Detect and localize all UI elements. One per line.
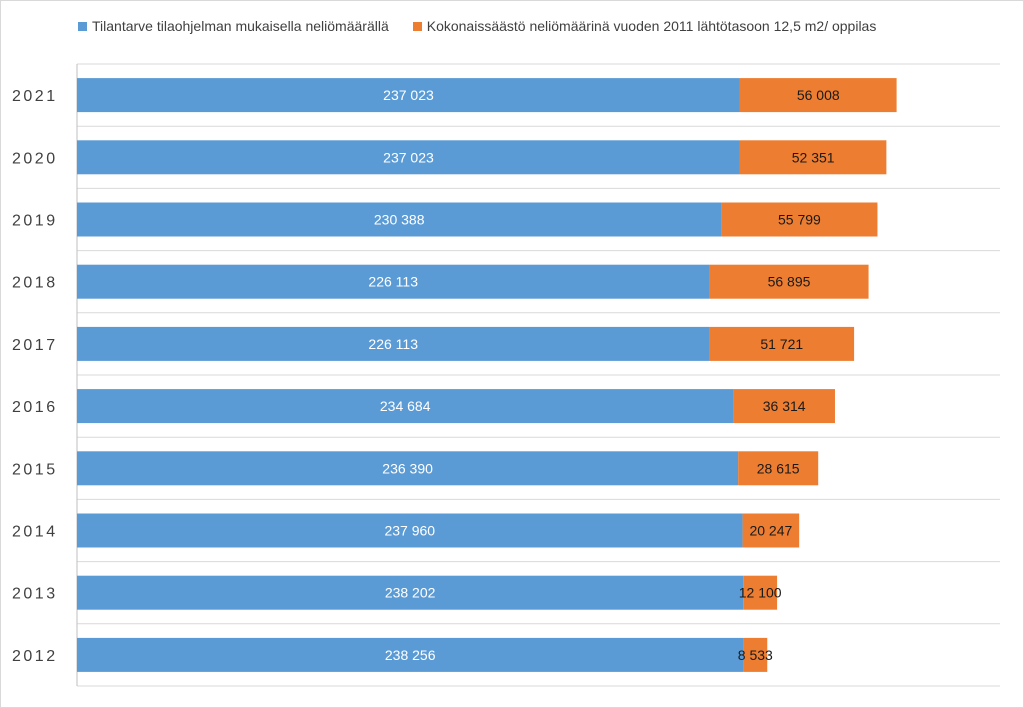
data-label-kokonaissaasto: 56 895 xyxy=(768,274,811,290)
bar-tilantarve xyxy=(77,264,710,299)
legend-swatch-kokonaissaasto xyxy=(412,21,422,31)
bar-tilantarve xyxy=(77,140,740,175)
data-label-tilantarve: 238 256 xyxy=(385,647,436,663)
y-tick-label: 2014 xyxy=(12,524,58,541)
bar-kokonaissaasto xyxy=(709,326,855,361)
y-tick-label: 2021 xyxy=(12,88,58,105)
y-tick-label: 2016 xyxy=(12,399,58,416)
bar-kokonaissaasto xyxy=(743,575,778,610)
y-tick-label: 2013 xyxy=(12,586,58,603)
bar-kokonaissaasto xyxy=(742,513,800,548)
bar-tilantarve xyxy=(77,513,743,548)
data-label-kokonaissaasto: 12 100 xyxy=(739,585,782,601)
data-label-tilantarve: 237 960 xyxy=(384,523,435,539)
y-tick-label: 2020 xyxy=(12,150,58,167)
y-tick-label: 2019 xyxy=(12,213,58,230)
data-label-kokonaissaasto: 56 008 xyxy=(797,87,840,103)
bar-tilantarve xyxy=(77,637,744,672)
bar-kokonaissaasto xyxy=(738,451,819,486)
legend-swatch-tilantarve xyxy=(78,21,87,31)
bar-tilantarve xyxy=(77,326,710,361)
data-label-kokonaissaasto: 8 533 xyxy=(738,647,773,663)
bar-tilantarve xyxy=(77,451,739,486)
data-label-kokonaissaasto: 28 615 xyxy=(757,460,800,476)
data-label-tilantarve: 237 023 xyxy=(383,149,434,165)
bar-kokonaissaasto xyxy=(739,140,887,175)
bar-kokonaissaasto xyxy=(743,637,768,672)
legend-item-kokonaissaasto: Kokonaissäästö neliömäärinä vuoden 2011 … xyxy=(412,18,877,34)
bar-kokonaissaasto xyxy=(739,78,897,113)
data-label-tilantarve: 238 202 xyxy=(385,585,436,601)
bar-kokonaissaasto xyxy=(709,264,869,299)
data-label-kokonaissaasto: 36 314 xyxy=(763,398,806,414)
legend: Tilantarve tilaohjelman mukaisella neliö… xyxy=(78,18,900,34)
data-label-kokonaissaasto: 51 721 xyxy=(760,336,803,352)
data-label-tilantarve: 226 113 xyxy=(368,336,418,352)
y-tick-label: 2017 xyxy=(12,337,58,354)
data-label-tilantarve: 234 684 xyxy=(380,398,431,414)
bar-tilantarve xyxy=(77,389,734,424)
bar-kokonaissaasto xyxy=(721,202,878,237)
bar-tilantarve xyxy=(77,78,740,113)
data-label-tilantarve: 236 390 xyxy=(382,460,433,476)
data-label-tilantarve: 226 113 xyxy=(368,274,418,290)
y-tick-label: 2015 xyxy=(12,461,58,478)
legend-label-tilantarve: Tilantarve tilaohjelman mukaisella neliö… xyxy=(92,18,389,34)
bar-kokonaissaasto xyxy=(733,389,835,424)
data-label-tilantarve: 230 388 xyxy=(374,212,425,228)
y-tick-label: 2012 xyxy=(12,648,58,665)
legend-item-tilantarve: Tilantarve tilaohjelman mukaisella neliö… xyxy=(78,18,389,34)
data-label-tilantarve: 237 023 xyxy=(383,87,434,103)
y-tick-label: 2018 xyxy=(12,275,58,292)
bar-tilantarve xyxy=(77,575,744,610)
data-label-kokonaissaasto: 55 799 xyxy=(778,212,821,228)
legend-label-kokonaissaasto: Kokonaissäästö neliömäärinä vuoden 2011 … xyxy=(426,18,877,34)
data-label-kokonaissaasto: 52 351 xyxy=(792,149,835,165)
data-label-kokonaissaasto: 20 247 xyxy=(749,523,792,539)
bar-tilantarve xyxy=(77,202,722,237)
